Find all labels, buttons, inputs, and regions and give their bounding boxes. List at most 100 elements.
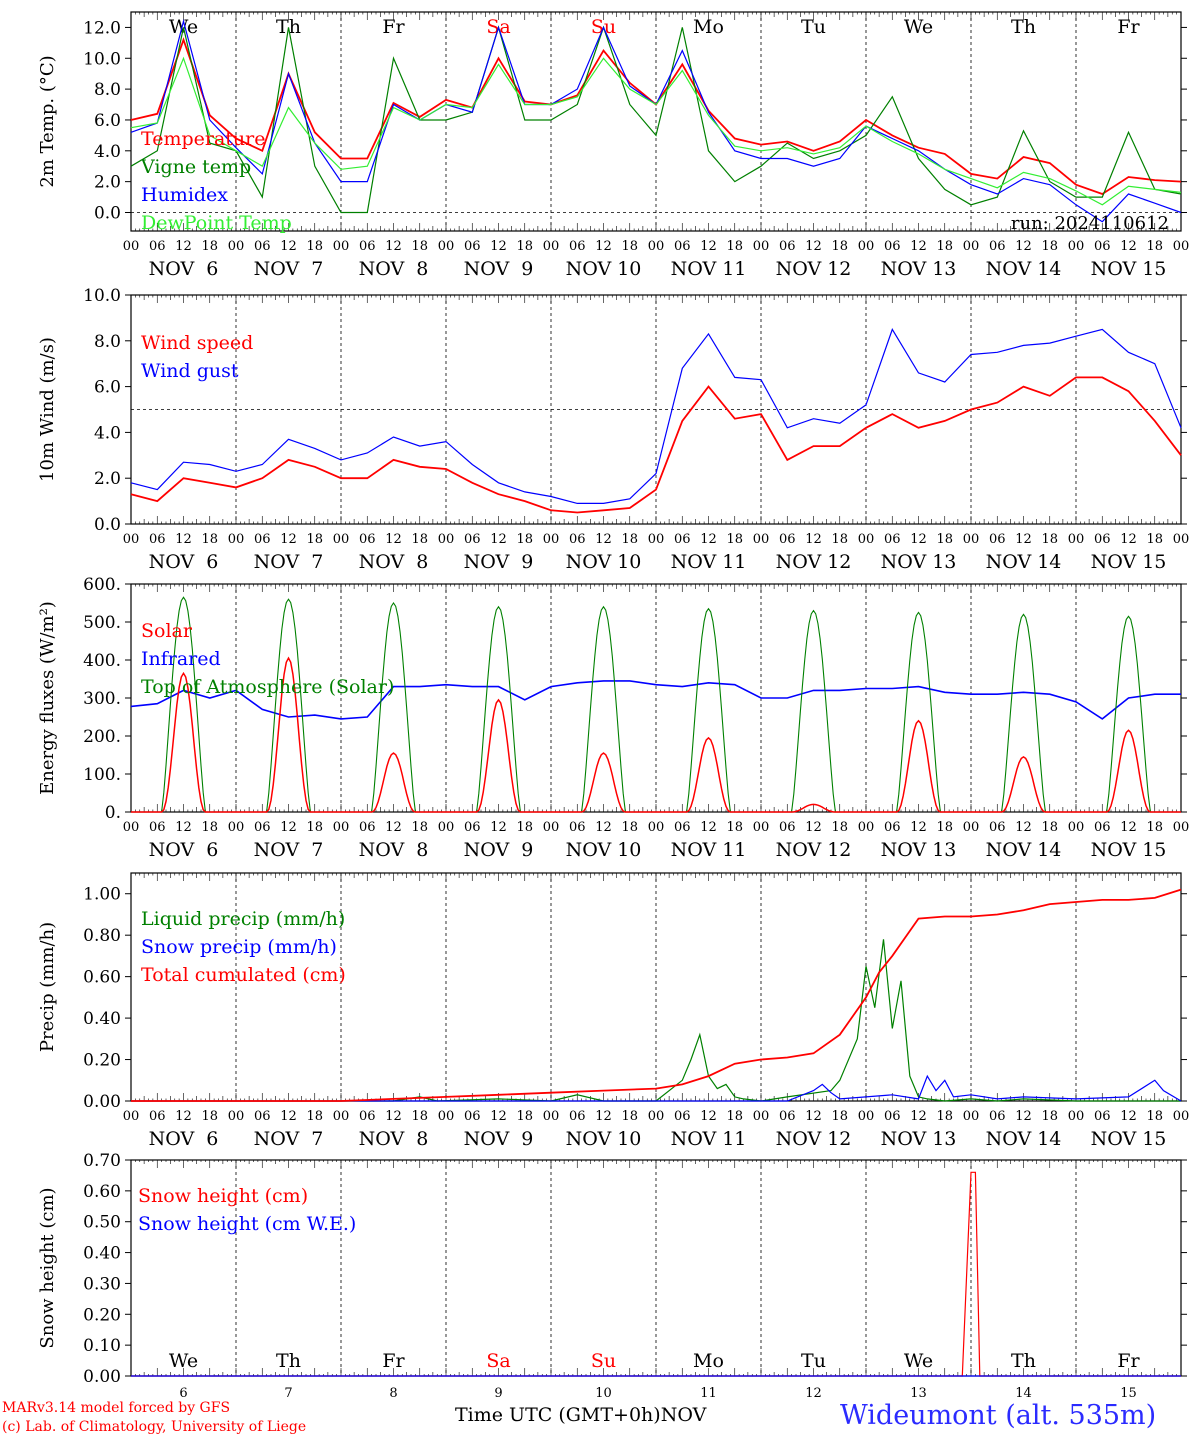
day-number-label: 10 — [595, 1386, 612, 1400]
legend-entry: Wind gust — [141, 360, 239, 382]
hour-tick-label: 18 — [306, 820, 323, 835]
y-tick-label: 12.0 — [83, 18, 121, 38]
day-date-label: NOV 12 — [776, 551, 852, 573]
hour-tick-label: 18 — [726, 532, 743, 547]
legend-entry: Liquid precip (mm/h) — [141, 908, 345, 930]
day-date-label: NOV 9 — [464, 258, 534, 280]
series-line-wind-speed — [130, 376, 1182, 514]
day-date-label: NOV 8 — [359, 258, 429, 280]
series-line-infrared — [130, 680, 1181, 720]
hour-tick-label: 06 — [779, 532, 796, 547]
hour-tick-label: 00 — [963, 239, 980, 254]
hour-tick-label: 12 — [1120, 820, 1137, 835]
hour-tick-label: 06 — [569, 532, 586, 547]
hour-tick-label: 12 — [175, 239, 192, 254]
hour-tick-label: 18 — [621, 239, 638, 254]
hour-tick-label: 00 — [858, 239, 875, 254]
hour-tick-label: 06 — [674, 1109, 691, 1124]
day-date-label: NOV 11 — [671, 1128, 747, 1150]
y-tick-label: 4.0 — [94, 142, 121, 162]
day-date-label: NOV 7 — [254, 839, 324, 861]
hour-tick-label: 00 — [1173, 820, 1190, 835]
hour-tick-label: 00 — [963, 1109, 980, 1124]
day-date-label: NOV 9 — [464, 551, 534, 573]
hour-tick-label: 06 — [884, 820, 901, 835]
hour-tick-label: 00 — [228, 532, 245, 547]
day-date-label: NOV 12 — [776, 839, 852, 861]
hour-tick-label: 12 — [700, 1109, 717, 1124]
legend-entry: Wind speed — [141, 332, 253, 354]
hour-tick-label: 00 — [333, 1109, 350, 1124]
hour-tick-label: 00 — [123, 532, 140, 547]
hour-tick-label: 18 — [726, 239, 743, 254]
hour-tick-label: 18 — [306, 1109, 323, 1124]
hour-tick-label: 12 — [1120, 239, 1137, 254]
hour-tick-label: 18 — [306, 239, 323, 254]
weekday-label: Tu — [801, 16, 826, 38]
y-tick-label: 6.0 — [94, 111, 121, 131]
hour-tick-label: 00 — [648, 239, 665, 254]
weekday-label: Fr — [382, 1350, 405, 1372]
hour-tick-label: 12 — [385, 239, 402, 254]
hour-tick-label: 12 — [595, 532, 612, 547]
legend-entry: Infrared — [141, 648, 221, 670]
y-axis-label: Energy fluxes (W/m²) — [37, 601, 58, 795]
hour-tick-label: 18 — [1041, 1109, 1058, 1124]
hour-tick-label: 00 — [1173, 532, 1190, 547]
hour-tick-label: 12 — [175, 532, 192, 547]
y-tick-label: 500. — [83, 613, 121, 633]
hour-tick-label: 00 — [123, 820, 140, 835]
hour-tick-label: 00 — [753, 1109, 770, 1124]
hour-tick-label: 00 — [1068, 532, 1085, 547]
hour-tick-label: 18 — [516, 820, 533, 835]
day-date-label: NOV 8 — [359, 551, 429, 573]
hour-tick-label: 00 — [228, 239, 245, 254]
hour-tick-label: 06 — [464, 532, 481, 547]
weekday-label: Su — [591, 1350, 616, 1372]
y-tick-label: 0.0 — [94, 203, 121, 223]
hour-tick-label: 00 — [648, 820, 665, 835]
hour-tick-label: 00 — [438, 820, 455, 835]
legend-entry: DewPoint Temp — [141, 212, 292, 234]
y-tick-label: 0.00 — [83, 1367, 121, 1387]
hour-tick-label: 00 — [858, 1109, 875, 1124]
day-date-label: NOV 15 — [1091, 258, 1167, 280]
y-tick-label: 0.30 — [83, 1274, 121, 1294]
hour-tick-label: 18 — [411, 532, 428, 547]
legend-entry: Temperature — [141, 128, 265, 150]
hour-tick-label: 12 — [805, 820, 822, 835]
hour-tick-label: 00 — [753, 239, 770, 254]
hour-tick-label: 18 — [306, 532, 323, 547]
y-axis-label: 10m Wind (m/s) — [37, 337, 58, 482]
hour-tick-label: 06 — [569, 239, 586, 254]
hour-tick-label: 06 — [464, 820, 481, 835]
hour-tick-label: 12 — [175, 1109, 192, 1124]
hour-tick-label: 06 — [884, 1109, 901, 1124]
hour-tick-label: 18 — [831, 532, 848, 547]
hour-tick-label: 06 — [779, 239, 796, 254]
hour-tick-label: 06 — [149, 1109, 166, 1124]
y-tick-label: 0.40 — [83, 1244, 121, 1264]
meteogram: 12.0 10.0 8.0 6.0 4.0 2.0 0.0 2m Temp. (°C) 00 06… — [37, 11, 1190, 1400]
day-date-label: NOV 13 — [881, 551, 957, 573]
legend-entry: Total cumulated (cm) — [141, 964, 346, 986]
day-number-label: 11 — [700, 1386, 717, 1400]
hour-tick-label: 12 — [910, 820, 927, 835]
hour-tick-label: 06 — [149, 532, 166, 547]
day-date-label: NOV 13 — [881, 258, 957, 280]
weekday-label: Fr — [1117, 16, 1140, 38]
station-name: Wideumont (alt. 535m) — [840, 1400, 1157, 1431]
hour-tick-label: 00 — [1173, 239, 1190, 254]
hour-tick-label: 18 — [1146, 820, 1163, 835]
hour-tick-label: 18 — [936, 532, 953, 547]
panel-temperature: 12.0 10.0 8.0 6.0 4.0 2.0 0.0 2m Temp. (°C) 00 06… — [37, 11, 1190, 280]
series-line-dewpoint-temp — [130, 56, 1182, 206]
hour-tick-label: 18 — [936, 239, 953, 254]
hour-tick-label: 06 — [1094, 820, 1111, 835]
hour-tick-label: 06 — [1094, 1109, 1111, 1124]
hour-tick-label: 06 — [149, 239, 166, 254]
legend-entry: Solar — [141, 620, 193, 642]
hour-tick-label: 00 — [753, 532, 770, 547]
weekday-label: Th — [1011, 1350, 1036, 1372]
hour-tick-label: 18 — [726, 1109, 743, 1124]
